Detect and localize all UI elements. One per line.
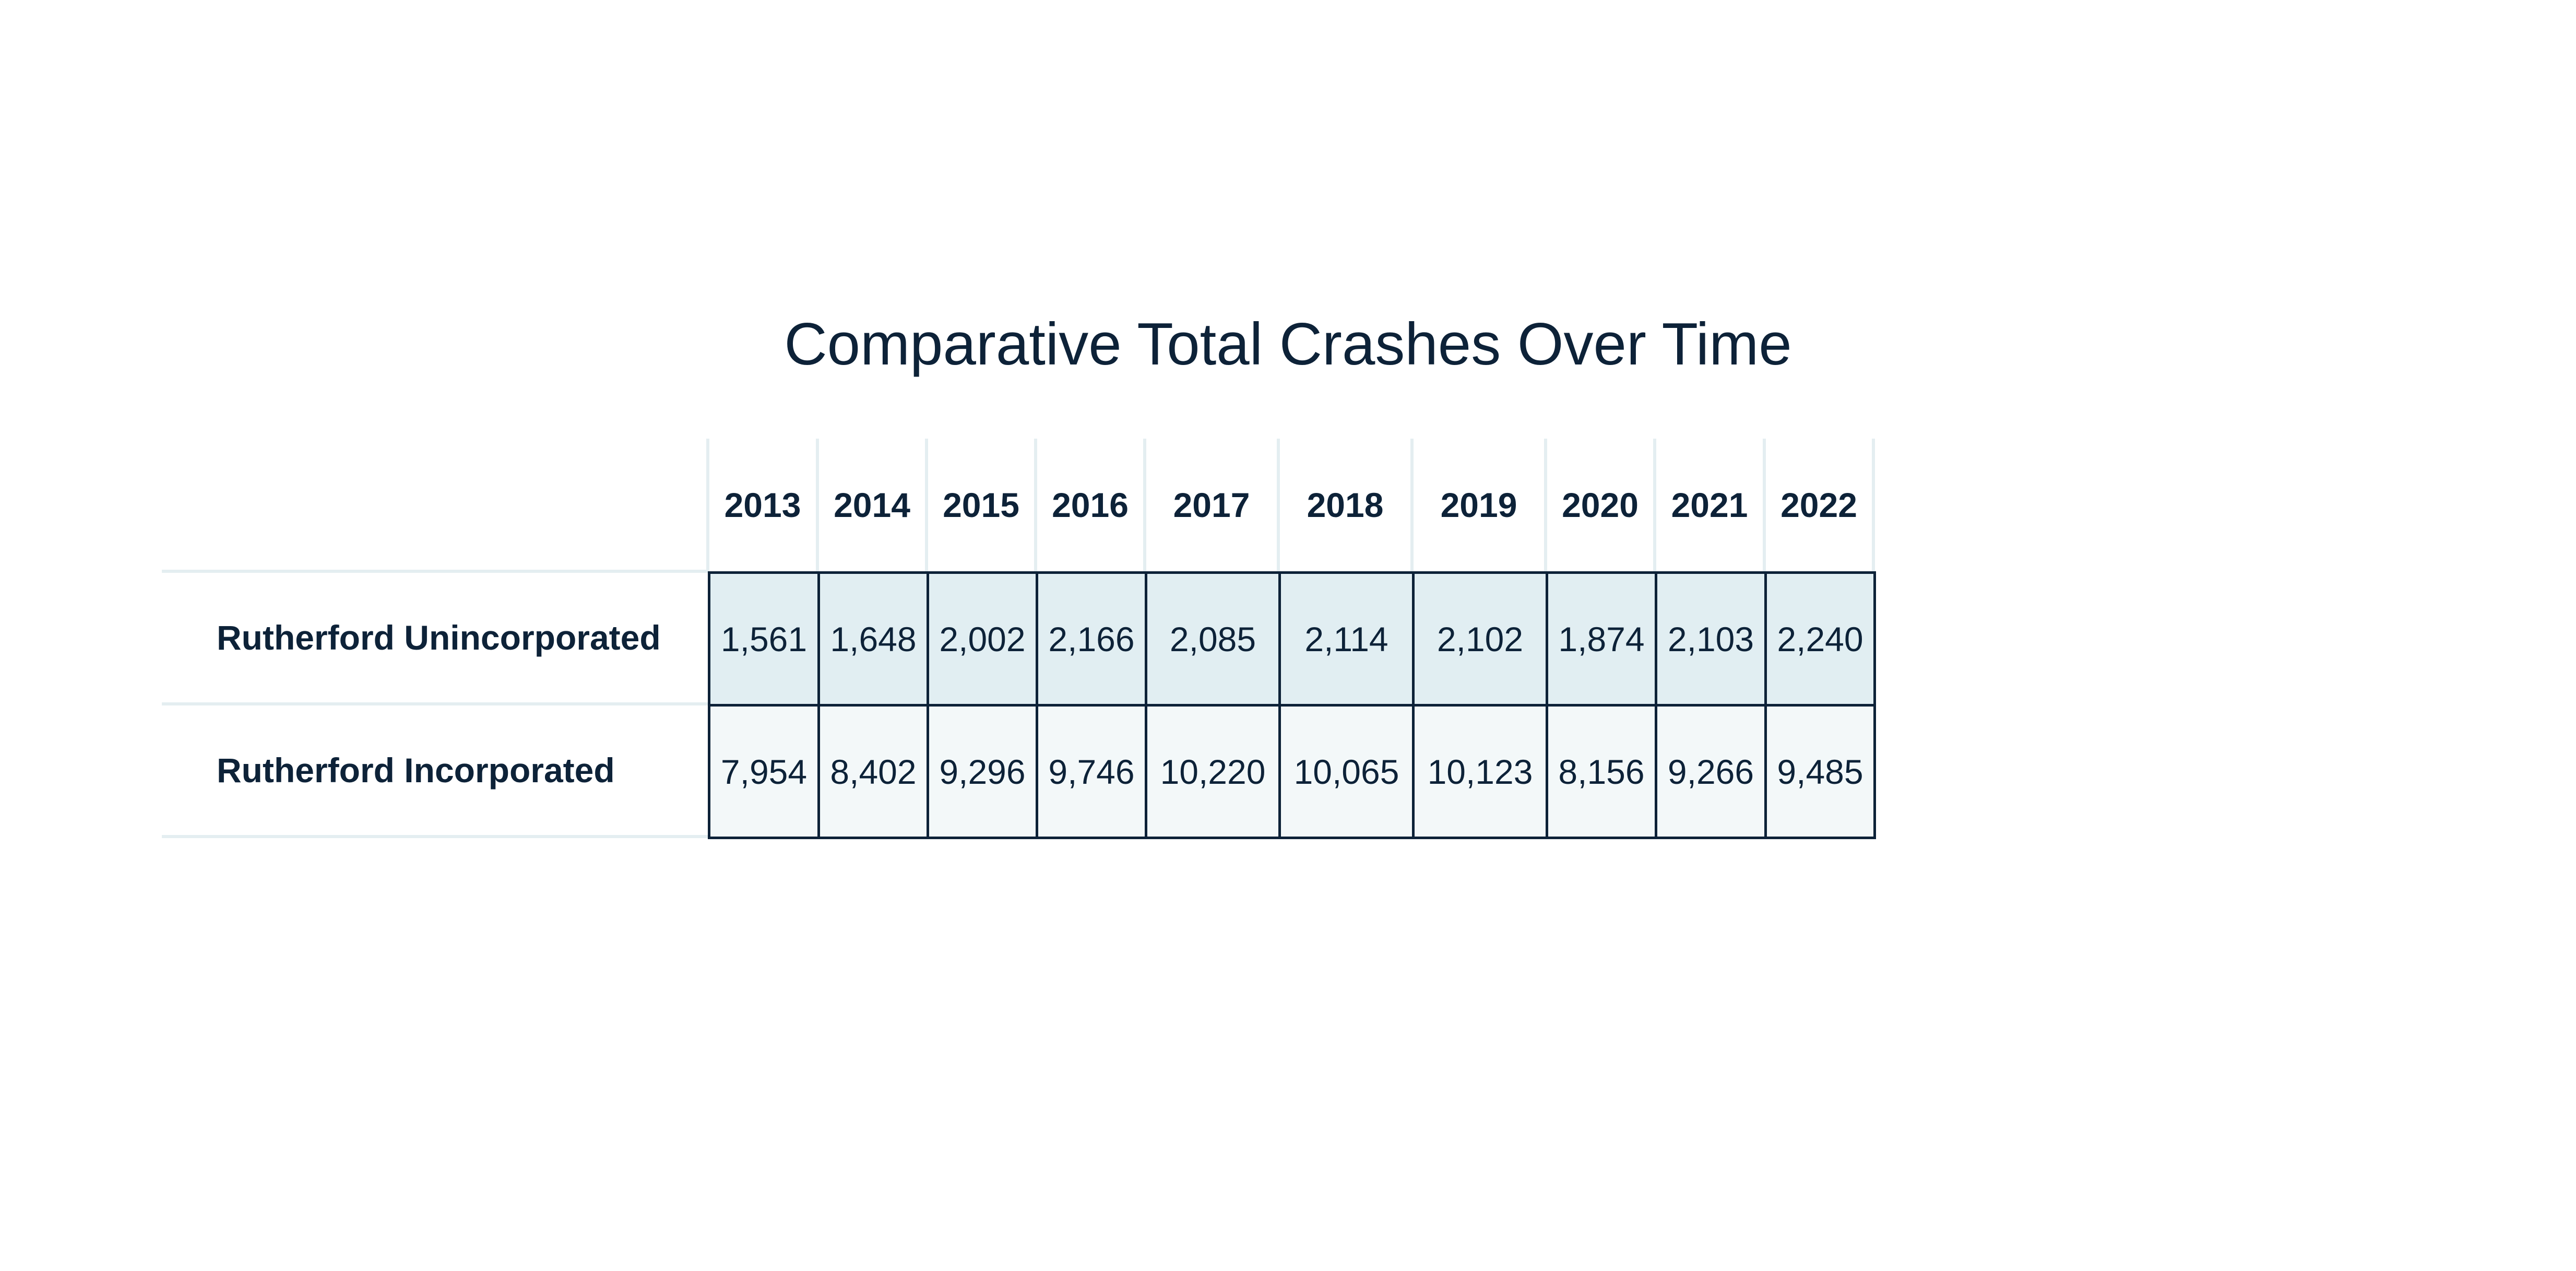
table-cell: 2,103 bbox=[1655, 571, 1767, 707]
table-cell: 8,402 bbox=[817, 704, 929, 839]
table-cell: 9,746 bbox=[1036, 704, 1147, 839]
table-cell: 2,114 bbox=[1278, 571, 1415, 707]
header-separator bbox=[1143, 439, 1146, 571]
table-cell: 9,266 bbox=[1655, 704, 1767, 839]
column-header-2015: 2015 bbox=[943, 486, 1019, 524]
row-rule bbox=[162, 702, 708, 705]
table-cell: 2,002 bbox=[927, 571, 1038, 707]
header-separator bbox=[1034, 439, 1037, 571]
column-header-2018: 2018 bbox=[1307, 486, 1384, 524]
column-header-2014: 2014 bbox=[834, 486, 910, 524]
column-header-2019: 2019 bbox=[1440, 486, 1517, 524]
column-header-2017: 2017 bbox=[1173, 486, 1250, 524]
row-label: Rutherford Incorporated bbox=[217, 751, 615, 790]
row-label: Rutherford Unincorporated bbox=[217, 618, 661, 657]
header-separator bbox=[1410, 439, 1414, 571]
table-cell: 7,954 bbox=[708, 704, 820, 839]
header-separator bbox=[706, 439, 709, 571]
table-cell: 2,085 bbox=[1145, 571, 1281, 707]
header-separator bbox=[925, 439, 928, 571]
table-cell: 9,296 bbox=[927, 704, 1038, 839]
table-cell: 1,648 bbox=[817, 571, 929, 707]
column-header-2016: 2016 bbox=[1052, 486, 1129, 524]
table-cell: 10,065 bbox=[1278, 704, 1415, 839]
column-header-2021: 2021 bbox=[1671, 486, 1748, 524]
header-separator bbox=[1872, 439, 1875, 571]
table-cell: 1,874 bbox=[1546, 571, 1657, 707]
header-separator bbox=[1653, 439, 1656, 571]
column-header-2013: 2013 bbox=[724, 486, 801, 524]
table-cell: 2,102 bbox=[1412, 571, 1548, 707]
header-separator bbox=[1277, 439, 1280, 571]
table-cell: 2,240 bbox=[1764, 571, 1876, 707]
table-cell: 9,485 bbox=[1764, 704, 1876, 839]
table-cell: 10,220 bbox=[1145, 704, 1281, 839]
header-separator bbox=[1544, 439, 1547, 571]
chart-title: Comparative Total Crashes Over Time bbox=[784, 311, 1792, 378]
column-header-2020: 2020 bbox=[1562, 486, 1639, 524]
table-cell: 10,123 bbox=[1412, 704, 1548, 839]
header-separator bbox=[816, 439, 819, 571]
column-header-2022: 2022 bbox=[1780, 486, 1857, 524]
table-cell: 8,156 bbox=[1546, 704, 1657, 839]
table-cell: 2,166 bbox=[1036, 571, 1147, 707]
table-cell: 1,561 bbox=[708, 571, 820, 707]
header-separator bbox=[1763, 439, 1766, 571]
row-rule bbox=[162, 570, 708, 573]
row-rule bbox=[162, 835, 708, 838]
